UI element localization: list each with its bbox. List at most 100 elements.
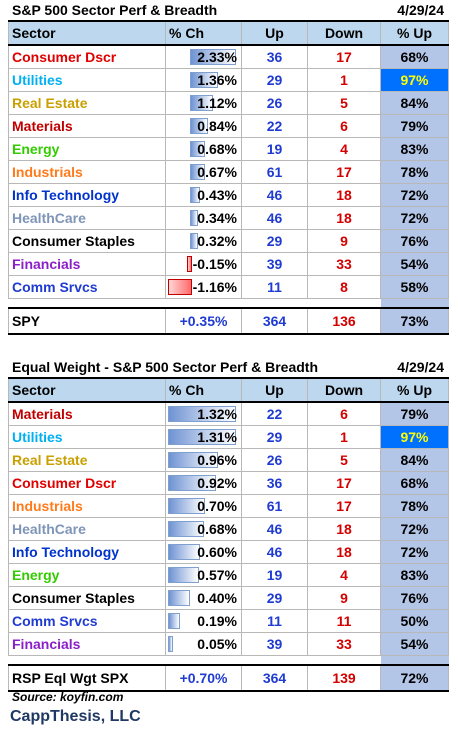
pct-change-value: 0.84% <box>197 118 237 134</box>
up-count: 19 <box>241 137 308 161</box>
up-count: 36 <box>241 471 308 495</box>
down-count: 1 <box>307 68 381 92</box>
down-count: 17 <box>307 44 381 69</box>
sector-row: Industrials 0.70% 61 17 78% <box>8 494 449 518</box>
sector-row: Comm Srvcs -1.16% 11 8 58% <box>8 275 449 299</box>
up-count: 26 <box>241 448 308 472</box>
spacer-row <box>8 655 449 666</box>
column-header: % Ch <box>165 20 242 46</box>
pct-up-value: 84% <box>380 91 449 115</box>
sector-row: Materials 0.84% 22 6 79% <box>8 114 449 138</box>
header-row: Sector% Ch Up Down% Up <box>8 377 449 403</box>
down-count: 18 <box>307 206 381 230</box>
pct-change-value: 0.96% <box>197 452 237 468</box>
pct-up-value: 72% <box>380 206 449 230</box>
pct-up-value: 50% <box>380 609 449 633</box>
pct-change-cell: 0.19% <box>165 609 242 633</box>
pct-change-bar <box>168 567 199 583</box>
total-up-count: 364 <box>241 307 308 335</box>
down-count: 18 <box>307 517 381 541</box>
pct-change-cell: 1.12% <box>165 91 242 115</box>
up-count: 46 <box>241 183 308 207</box>
pct-change-value: 0.32% <box>197 233 237 249</box>
sector-row: Real Estate 1.12% 26 5 84% <box>8 91 449 115</box>
sector-name: HealthCare <box>8 517 166 541</box>
sector-name: Utilities <box>8 68 166 92</box>
pct-up-value: 83% <box>380 563 449 587</box>
total-pct-up: 72% <box>380 664 449 692</box>
sector-name: Industrials <box>8 160 166 184</box>
pct-change-value: 0.68% <box>197 141 237 157</box>
pct-change-value: 0.68% <box>197 521 237 537</box>
pct-change-value: 0.57% <box>197 567 237 583</box>
pct-change-cell: 0.43% <box>165 183 242 207</box>
down-count: 1 <box>307 425 381 449</box>
down-count: 9 <box>307 229 381 253</box>
pct-change-cell: 1.36% <box>165 68 242 92</box>
sector-name: Info Technology <box>8 183 166 207</box>
pct-up-value: 79% <box>380 114 449 138</box>
pct-change-bar <box>189 49 236 65</box>
sector-row: Info Technology 0.43% 46 18 72% <box>8 183 449 207</box>
up-count: 26 <box>241 91 308 115</box>
pct-change-cell: 0.68% <box>165 137 242 161</box>
up-count: 39 <box>241 252 308 276</box>
pct-change-bar <box>189 141 205 157</box>
column-header: Sector <box>8 377 166 403</box>
up-count: 46 <box>241 517 308 541</box>
up-count: 19 <box>241 563 308 587</box>
spacer-cell <box>165 298 242 309</box>
pct-change-cell: 0.05% <box>165 632 242 656</box>
sector-name: Energy <box>8 137 166 161</box>
pct-change-cell: 0.92% <box>165 471 242 495</box>
sector-row: Utilities 1.31% 29 1 97% <box>8 425 449 449</box>
column-header: % Up <box>380 377 449 403</box>
pct-change-value: 0.70% <box>197 498 237 514</box>
down-count: 11 <box>307 609 381 633</box>
pct-change-bar <box>168 429 236 445</box>
pct-change-cell: 0.40% <box>165 586 242 610</box>
sector-name: Real Estate <box>8 448 166 472</box>
down-count: 33 <box>307 632 381 656</box>
pct-change-bar <box>168 544 200 560</box>
column-header: Up <box>241 377 308 403</box>
sector-row: HealthCare 0.34% 46 18 72% <box>8 206 449 230</box>
sector-name: Energy <box>8 563 166 587</box>
total-down-count: 136 <box>307 307 381 335</box>
pct-change-value: 0.67% <box>197 164 237 180</box>
sector-name: Utilities <box>8 425 166 449</box>
pct-change-value: 1.12% <box>197 95 237 111</box>
sector-row: Consumer Dscr 2.33% 36 17 68% <box>8 44 449 69</box>
spacer-cell <box>241 298 308 309</box>
up-count: 22 <box>241 114 308 138</box>
sp500-date: 4/29/24 <box>397 2 444 18</box>
sector-row: Info Technology 0.60% 46 18 72% <box>8 540 449 564</box>
pct-change-bar <box>168 636 173 652</box>
column-header: Down <box>307 20 381 46</box>
spacer-cell <box>307 655 381 666</box>
down-count: 5 <box>307 91 381 115</box>
pct-up-value: 78% <box>380 494 449 518</box>
sp500-table: Sector% Ch Up Down% Up Consumer Dscr 2.33% 36… <box>8 20 449 335</box>
equal-weight-table: Sector% Ch Up Down% Up Materials 1.32% 22 6 79%… <box>8 377 449 692</box>
pct-change-bar <box>187 256 192 272</box>
pct-up-value: 83% <box>380 137 449 161</box>
pct-up-value: 97% <box>380 425 449 449</box>
column-header: Down <box>307 377 381 403</box>
sector-row: Consumer Dscr 0.92% 36 17 68% <box>8 471 449 495</box>
sector-row: Materials 1.32% 22 6 79% <box>8 401 449 426</box>
pct-up-value: 58% <box>380 275 449 299</box>
column-header: Sector <box>8 20 166 46</box>
pct-up-value: 72% <box>380 183 449 207</box>
pct-up-value: 76% <box>380 586 449 610</box>
sector-row: Utilities 1.36% 29 1 97% <box>8 68 449 92</box>
spacer-cell <box>380 298 449 309</box>
pct-up-value: 68% <box>380 44 449 69</box>
pct-change-bar <box>189 187 201 203</box>
sector-row: Industrials 0.67% 61 17 78% <box>8 160 449 184</box>
sp500-title-row: S&P 500 Sector Perf & Breadth 4/29/24 <box>8 0 448 20</box>
down-count: 4 <box>307 137 381 161</box>
up-count: 11 <box>241 609 308 633</box>
up-count: 61 <box>241 160 308 184</box>
source-note: Source: koyfin.com <box>12 690 124 704</box>
